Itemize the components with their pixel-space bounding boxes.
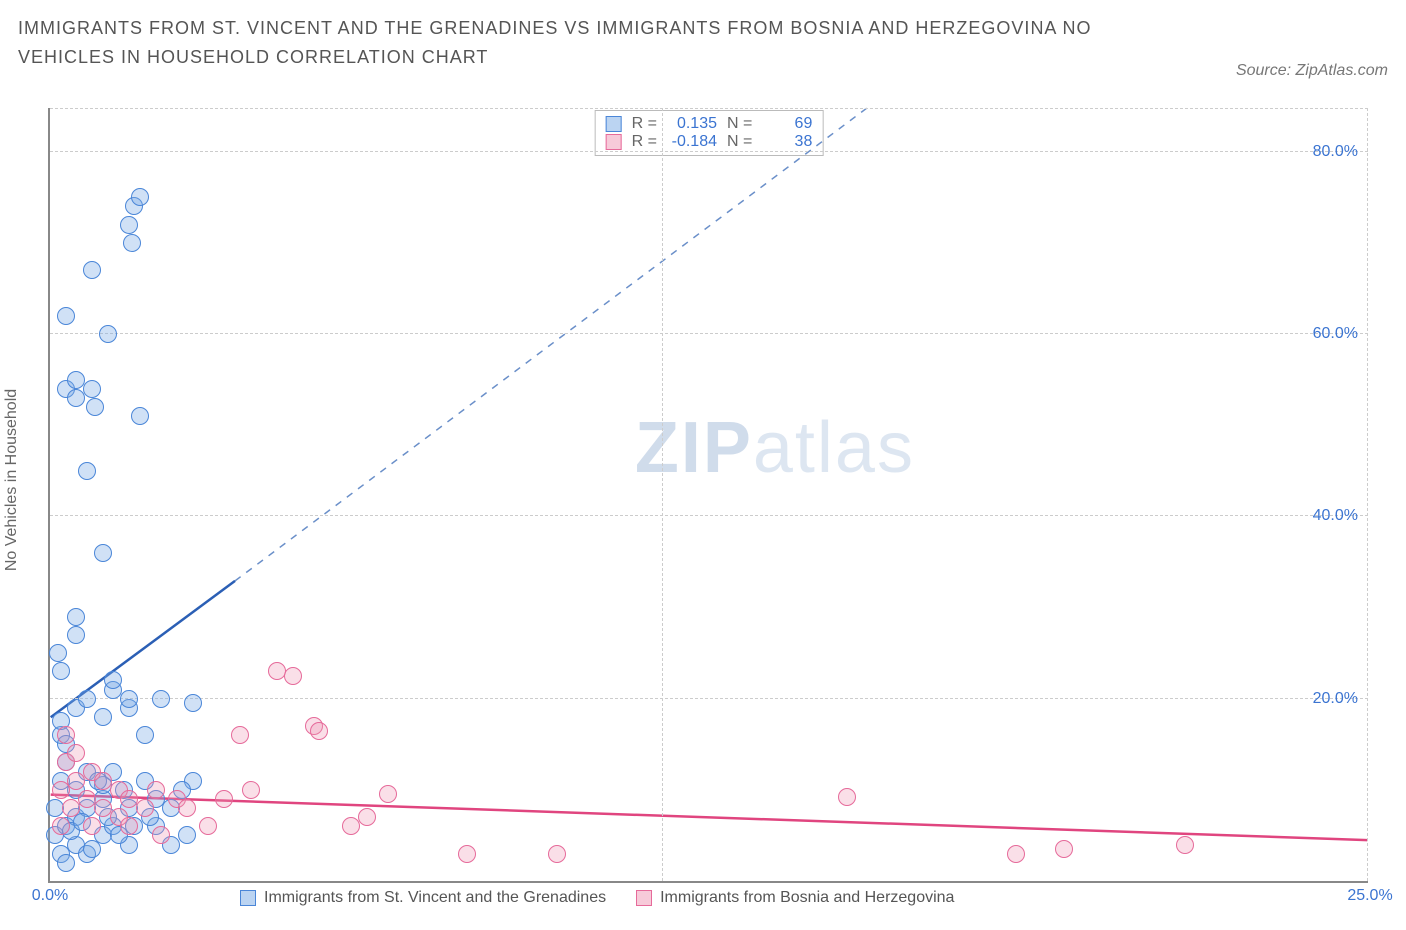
scatter-point (184, 694, 202, 712)
scatter-point (838, 788, 856, 806)
scatter-point (136, 799, 154, 817)
scatter-point (99, 325, 117, 343)
y-tick-label: 80.0% (1313, 143, 1358, 161)
scatter-point (147, 781, 165, 799)
scatter-point (1176, 836, 1194, 854)
gridline-v (1367, 108, 1368, 881)
chart-title: IMMIGRANTS FROM ST. VINCENT AND THE GREN… (18, 14, 1118, 72)
scatter-plot-area: ZIPatlas R = 0.135 N = 69 R = -0.184 N =… (48, 108, 1368, 883)
scatter-point (310, 722, 328, 740)
gridline-h (50, 108, 1368, 109)
scatter-point (78, 690, 96, 708)
scatter-point (123, 234, 141, 252)
scatter-point (86, 398, 104, 416)
gridline-h (50, 515, 1368, 516)
gridline-h (50, 151, 1368, 152)
scatter-point (458, 845, 476, 863)
scatter-point (52, 817, 70, 835)
gridline-h (50, 333, 1368, 334)
x-tick-label: 25.0% (1347, 887, 1392, 905)
trend-lines-layer (50, 108, 1368, 881)
scatter-point (1055, 840, 1073, 858)
scatter-point (67, 626, 85, 644)
scatter-point (57, 854, 75, 872)
scatter-point (131, 407, 149, 425)
scatter-point (131, 188, 149, 206)
x-tick-label: 0.0% (32, 887, 68, 905)
legend-label: Immigrants from St. Vincent and the Gren… (264, 889, 606, 907)
scatter-point (83, 840, 101, 858)
scatter-point (120, 817, 138, 835)
bottom-legend: Immigrants from St. Vincent and the Gren… (240, 889, 954, 907)
trend-line (235, 108, 867, 581)
scatter-point (215, 790, 233, 808)
scatter-point (242, 781, 260, 799)
scatter-point (94, 544, 112, 562)
y-tick-label: 40.0% (1313, 507, 1358, 525)
legend-label: Immigrants from Bosnia and Herzegovina (660, 889, 954, 907)
scatter-point (152, 690, 170, 708)
trend-line (51, 795, 1368, 840)
scatter-point (49, 644, 67, 662)
scatter-point (52, 662, 70, 680)
swatch-blue-icon (240, 890, 256, 906)
scatter-point (83, 817, 101, 835)
swatch-pink-icon (636, 890, 652, 906)
scatter-point (83, 261, 101, 279)
scatter-point (178, 826, 196, 844)
legend-item: Immigrants from Bosnia and Herzegovina (636, 889, 954, 907)
scatter-point (78, 462, 96, 480)
y-axis-label: No Vehicles in Household (3, 389, 21, 571)
scatter-point (1007, 845, 1025, 863)
scatter-point (358, 808, 376, 826)
scatter-point (199, 817, 217, 835)
scatter-point (548, 845, 566, 863)
scatter-point (284, 667, 302, 685)
y-tick-label: 20.0% (1313, 690, 1358, 708)
gridline-h (50, 698, 1368, 699)
scatter-point (104, 671, 122, 689)
legend-item: Immigrants from St. Vincent and the Gren… (240, 889, 606, 907)
scatter-point (152, 826, 170, 844)
scatter-point (67, 744, 85, 762)
scatter-point (231, 726, 249, 744)
scatter-point (94, 708, 112, 726)
scatter-point (379, 785, 397, 803)
scatter-point (57, 726, 75, 744)
source-attribution: Source: ZipAtlas.com (1236, 62, 1388, 80)
scatter-point (67, 608, 85, 626)
scatter-point (120, 690, 138, 708)
scatter-point (136, 726, 154, 744)
gridline-v (662, 108, 663, 881)
scatter-point (120, 216, 138, 234)
y-tick-label: 60.0% (1313, 325, 1358, 343)
scatter-point (178, 799, 196, 817)
scatter-point (83, 380, 101, 398)
scatter-point (57, 307, 75, 325)
